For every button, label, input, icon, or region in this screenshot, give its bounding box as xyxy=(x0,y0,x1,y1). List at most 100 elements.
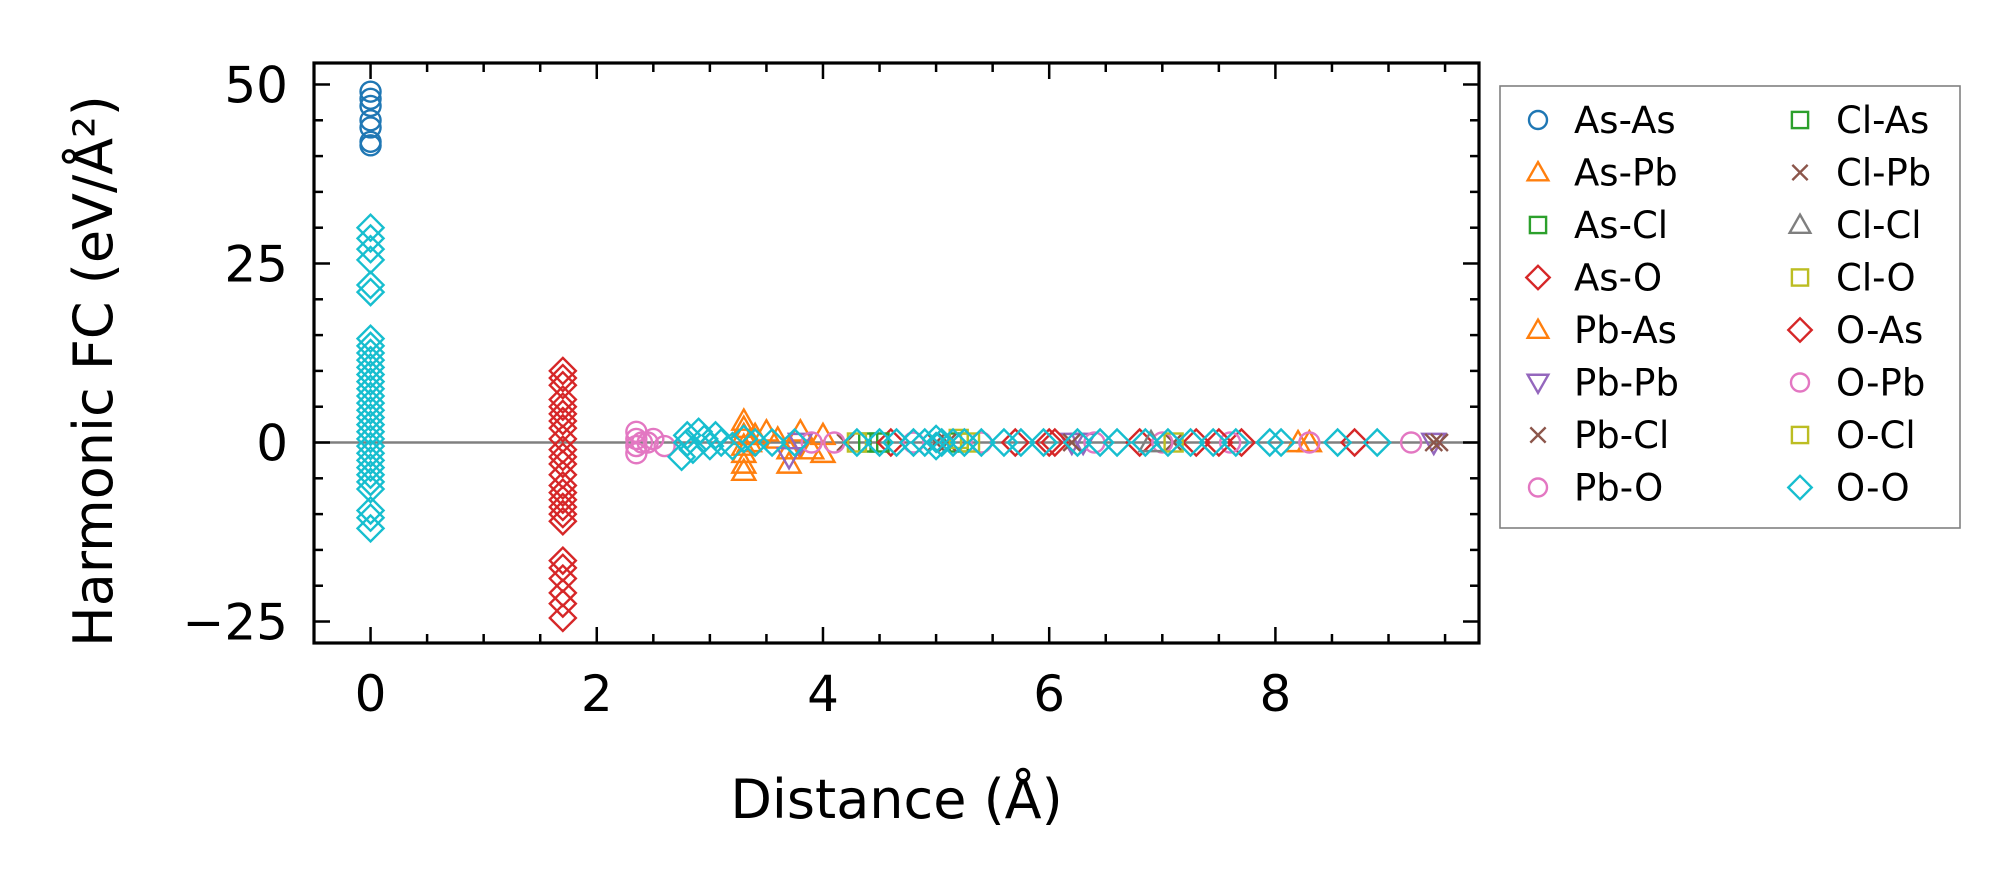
legend-label: Cl-Cl xyxy=(1836,204,1922,247)
data-point xyxy=(1221,427,1251,458)
data-point xyxy=(548,506,578,536)
y-tick-label: 25 xyxy=(224,235,288,293)
plot-frame xyxy=(312,61,1481,645)
data-point xyxy=(678,434,708,465)
data-point xyxy=(1298,431,1321,454)
data-point xyxy=(355,445,386,476)
data-point xyxy=(359,94,382,118)
data-point xyxy=(355,352,386,383)
data-point xyxy=(355,270,386,300)
legend-label: O-O xyxy=(1836,467,1910,510)
data-point xyxy=(798,435,826,460)
data-point xyxy=(355,223,386,254)
data-point xyxy=(921,431,951,461)
data-point xyxy=(730,407,758,431)
legend-marker xyxy=(1527,109,1549,131)
data-point xyxy=(355,431,386,461)
data-point xyxy=(359,116,382,139)
data-point xyxy=(355,366,386,397)
data-point xyxy=(1124,427,1155,458)
data-point xyxy=(757,427,787,458)
data-point xyxy=(898,427,929,458)
data-point xyxy=(355,277,386,307)
data-point xyxy=(1153,427,1183,458)
legend-label: Pb-As xyxy=(1574,309,1677,352)
data-point xyxy=(730,450,758,474)
legend-item: As-As xyxy=(1527,99,1676,142)
data-point xyxy=(1218,431,1242,454)
data-point xyxy=(1062,427,1093,458)
legend-item: Pb-Cl xyxy=(1529,414,1669,457)
legend-marker xyxy=(1529,426,1547,444)
data-point xyxy=(1430,433,1449,452)
series-as-o xyxy=(548,356,1370,633)
y-axis-label: Harmonic FC (eV/Å²) xyxy=(61,95,125,647)
legend-label: As-As xyxy=(1574,99,1676,142)
series-as-as xyxy=(359,80,382,157)
data-point xyxy=(729,424,759,454)
data-point xyxy=(355,513,386,544)
data-point xyxy=(653,434,676,458)
data-point xyxy=(548,384,578,415)
legend-item: O-As xyxy=(1786,309,1923,352)
data-point xyxy=(548,485,578,515)
legend-label: O-As xyxy=(1836,309,1923,352)
legend-item: Pb-O xyxy=(1527,467,1663,510)
data-point xyxy=(355,417,386,447)
legend-item: O-Pb xyxy=(1789,362,1925,405)
data-point xyxy=(1062,433,1082,452)
data-point xyxy=(902,431,925,454)
data-point xyxy=(1175,427,1206,458)
legend-item: O-O xyxy=(1786,467,1910,510)
data-point xyxy=(876,427,906,458)
data-point xyxy=(636,431,659,454)
data-point xyxy=(548,424,578,454)
data-point xyxy=(548,470,578,501)
legend-marker xyxy=(1786,474,1814,501)
data-point xyxy=(359,80,382,103)
data-point xyxy=(355,409,386,440)
data-point xyxy=(355,452,386,483)
legend-label: As-O xyxy=(1574,257,1662,300)
data-point xyxy=(642,427,665,451)
legend-label: Pb-O xyxy=(1574,467,1663,510)
legend: As-As As-Pb As-Cl As-O Pb-As Pb-Pb Pb-Cl Pb-O Cl… xyxy=(1499,85,1961,529)
data-point xyxy=(1028,427,1059,458)
legend-label: O-Cl xyxy=(1836,414,1916,457)
data-point xyxy=(1255,427,1285,458)
data-point xyxy=(355,502,386,533)
data-point xyxy=(355,381,386,411)
data-point xyxy=(548,477,578,508)
data-point xyxy=(927,427,957,458)
data-point xyxy=(548,413,578,443)
legend-marker xyxy=(1790,110,1810,130)
data-point xyxy=(938,427,968,458)
data-point xyxy=(548,603,578,633)
data-point xyxy=(355,438,386,468)
legend-marker xyxy=(1787,212,1813,234)
y-tick-label: 0 xyxy=(256,415,288,473)
series-pb-o xyxy=(625,420,1423,465)
data-point xyxy=(355,467,386,497)
x-tick-label: 4 xyxy=(807,665,839,723)
legend-marker xyxy=(1789,372,1811,393)
data-point xyxy=(842,427,872,458)
data-point xyxy=(548,449,578,479)
data-point xyxy=(625,427,648,451)
legend-label: O-Pb xyxy=(1836,362,1925,405)
data-point xyxy=(1424,433,1444,452)
data-point xyxy=(355,374,386,404)
legend-item: Cl-Pb xyxy=(1791,152,1931,195)
data-point xyxy=(548,460,578,490)
data-point xyxy=(1399,431,1423,454)
data-point xyxy=(355,495,386,526)
data-point xyxy=(695,431,725,461)
data-point xyxy=(355,395,386,425)
data-point xyxy=(355,424,386,454)
data-point xyxy=(1006,427,1036,458)
legend-marker xyxy=(1527,477,1549,498)
data-point xyxy=(355,388,386,418)
legend-label: As-Pb xyxy=(1574,152,1678,195)
legend-item: Cl-As xyxy=(1790,99,1929,142)
data-point xyxy=(1151,431,1174,454)
